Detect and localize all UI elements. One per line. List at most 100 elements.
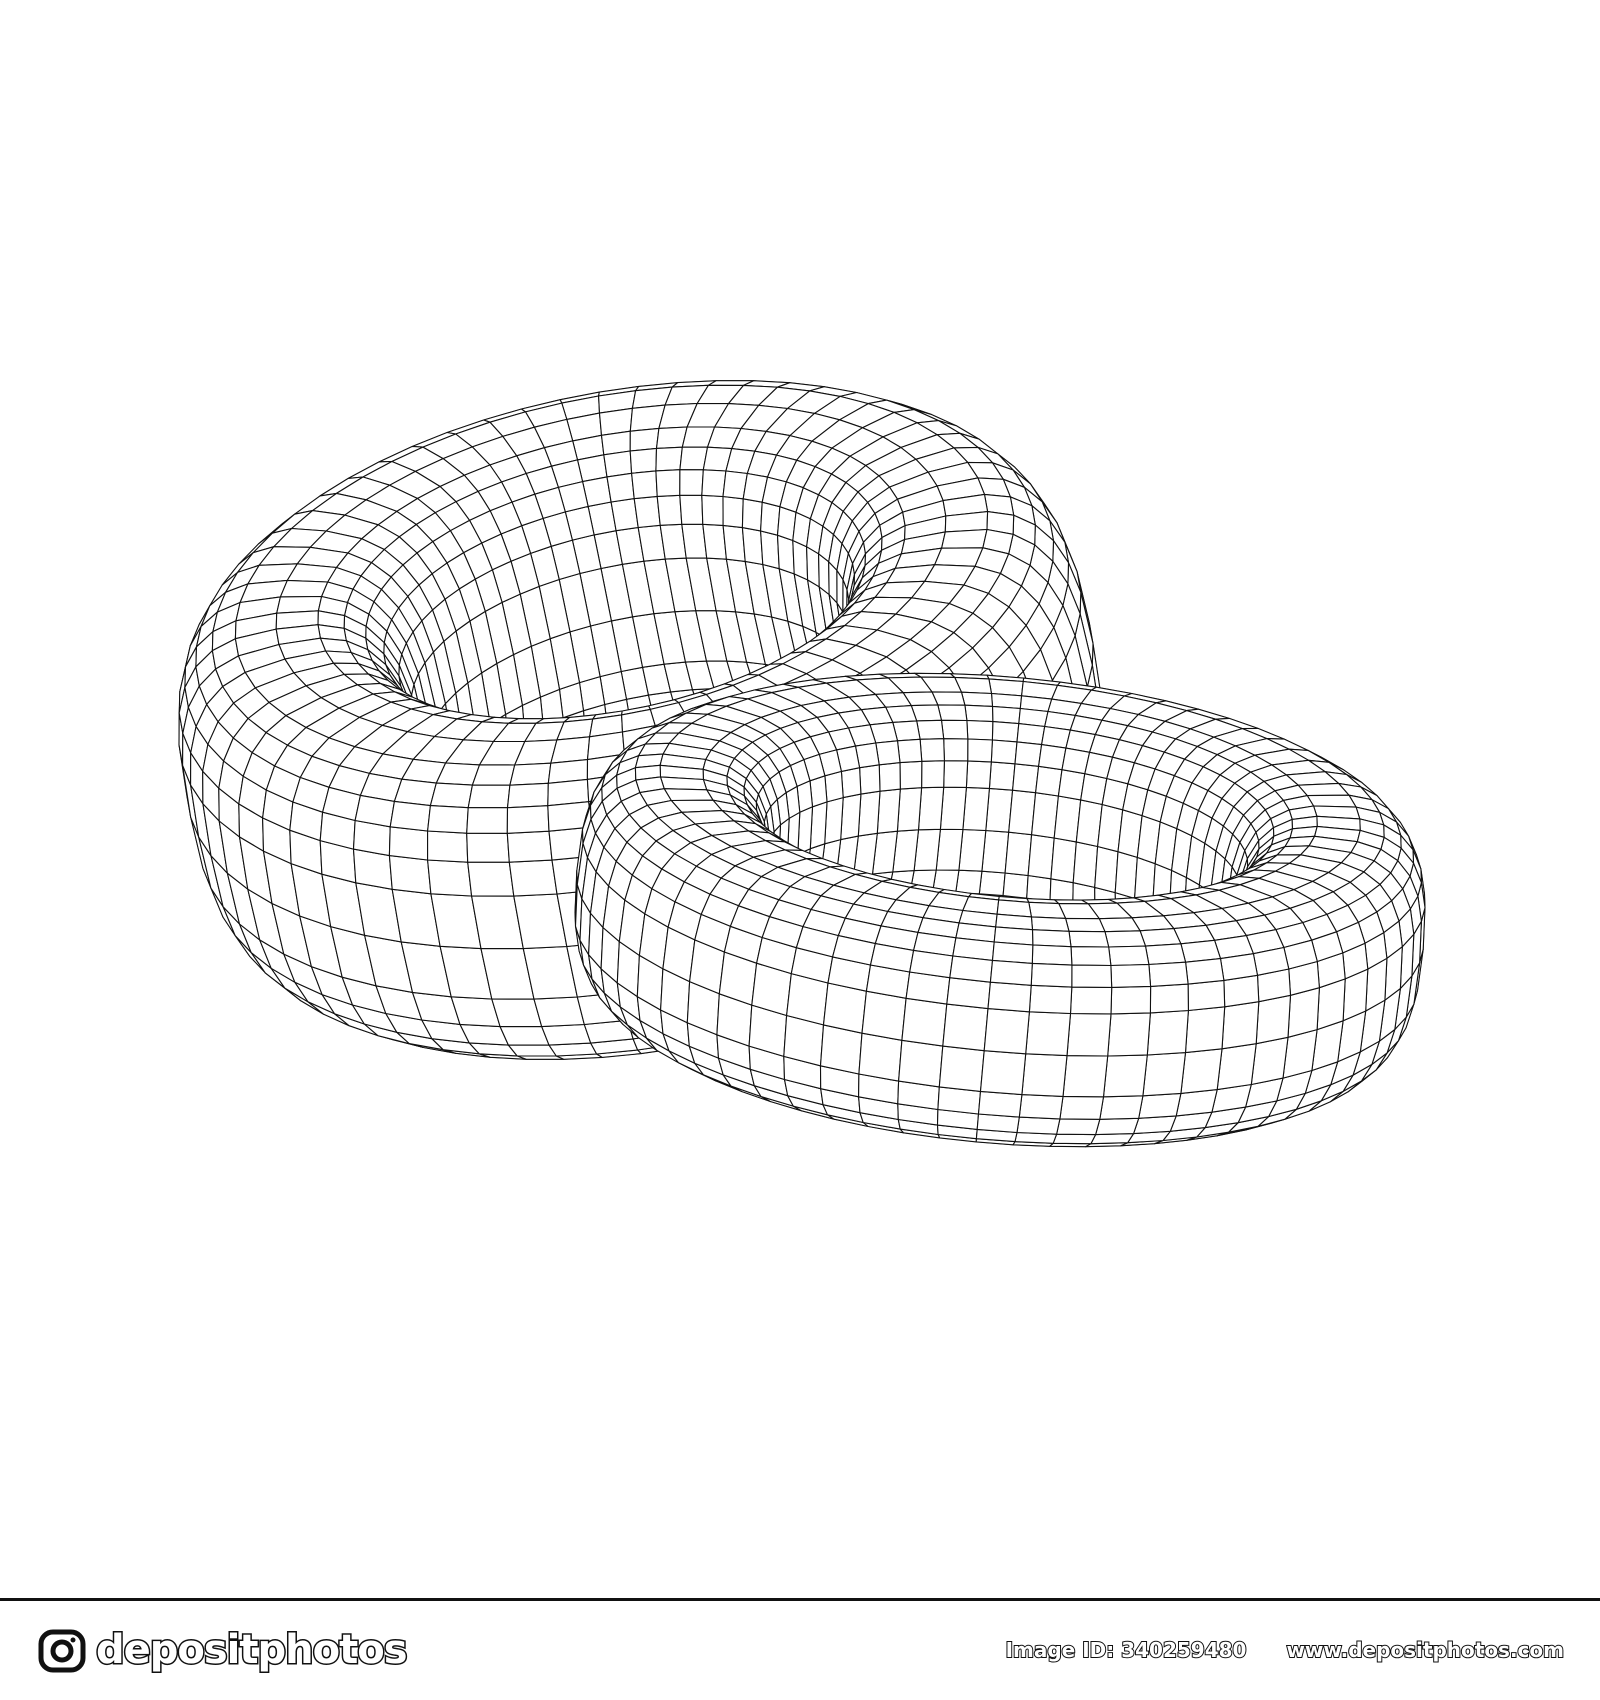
mesh-cell (1012, 763, 1040, 794)
linked-tori-wireframe (178, 380, 1426, 1148)
mesh-cell (991, 941, 1034, 964)
mesh-cell (389, 800, 431, 832)
mesh-cell (722, 495, 744, 529)
mesh-cell (466, 832, 510, 863)
mesh-cell (1104, 930, 1147, 948)
mesh-cell (1050, 837, 1077, 884)
illustration (178, 380, 1426, 1148)
mesh-cell (508, 859, 558, 897)
mesh-cell (958, 828, 987, 872)
mesh-cell (1038, 744, 1067, 771)
mesh-cell (1014, 741, 1043, 767)
mesh-cell (898, 1039, 944, 1088)
mesh-cell (506, 830, 553, 863)
mesh-cell (1114, 851, 1138, 899)
mesh-cell (1018, 1094, 1064, 1120)
mesh-cell (943, 760, 969, 788)
mesh-cell (965, 760, 992, 789)
mesh-cell (629, 447, 658, 474)
camera-icon (38, 1629, 86, 1673)
mesh-cell (659, 776, 708, 791)
mesh-cell (861, 990, 907, 1041)
mesh-cell (876, 788, 901, 834)
mesh-cell (1138, 1092, 1182, 1119)
mesh-cell (1090, 1133, 1135, 1145)
mesh-cell (1031, 929, 1072, 948)
mesh-cell (878, 762, 901, 792)
mesh-cell (1065, 917, 1106, 933)
mesh-cell (1028, 984, 1073, 1015)
mesh-cell (499, 1026, 550, 1046)
mesh-cell (1142, 1052, 1187, 1097)
mesh-cell (991, 721, 1020, 743)
watermark-footer: depositphotos Image ID: 340259480 www.de… (0, 1598, 1600, 1700)
mesh-cell (896, 787, 923, 832)
mesh-cell (471, 764, 516, 786)
mesh-cell (1068, 930, 1110, 948)
mesh-cell (1149, 983, 1189, 1014)
mesh-cell (629, 427, 660, 452)
mesh-cell (701, 494, 724, 526)
mesh-cell (1219, 953, 1259, 981)
mesh-cell (1025, 1011, 1072, 1057)
mesh-cell (988, 761, 1016, 791)
mesh-cell (917, 786, 945, 831)
brand-name: depositphotos (95, 1627, 410, 1673)
mesh-cell (1180, 1048, 1223, 1094)
mesh-cell (388, 826, 429, 861)
mesh-cell (940, 719, 969, 740)
mesh-cell (840, 767, 862, 799)
mesh-cell (1069, 986, 1113, 1015)
mesh-cell (427, 859, 473, 897)
mesh-cell (388, 855, 432, 895)
mesh-cell (962, 786, 990, 832)
mesh-cell (934, 547, 984, 567)
mesh-cell (1031, 944, 1073, 966)
mesh-cell (937, 704, 968, 722)
mesh-cell (741, 527, 764, 566)
mesh-cell (1021, 1053, 1068, 1097)
mesh-cell (1030, 962, 1073, 988)
mesh-cell (1185, 958, 1225, 985)
image-meta: Image ID: 340259480 www.depositphotos.co… (1005, 1637, 1565, 1663)
mesh-cell (943, 738, 969, 762)
mesh-cell (427, 830, 469, 863)
mesh-cell (506, 782, 549, 809)
mesh-cell (466, 807, 509, 834)
mesh-cell (507, 1044, 557, 1057)
mesh-cell (1008, 789, 1037, 836)
mesh-cell (427, 805, 469, 834)
mesh-cell (701, 469, 727, 498)
mesh-cell (981, 829, 1010, 874)
mesh-cell (1057, 769, 1086, 801)
mesh-cell (1070, 946, 1112, 967)
mesh-cell (941, 528, 988, 549)
mesh-cell (1107, 1012, 1151, 1057)
mesh-cell (824, 770, 844, 803)
mesh-cell (656, 494, 683, 526)
mesh-cell (991, 705, 1021, 725)
mesh-cell (631, 470, 658, 500)
mesh-cell (840, 793, 862, 841)
mesh-cell (1184, 1006, 1226, 1054)
mesh-cell (921, 760, 945, 789)
mesh-cell (467, 861, 515, 897)
mesh-cell (822, 982, 867, 1034)
mesh-cell (1221, 1001, 1260, 1050)
mesh-cell (964, 704, 994, 723)
mesh-cell (679, 469, 704, 496)
mesh-cell (938, 1045, 985, 1092)
mesh-cell (1102, 1054, 1148, 1098)
mesh-cell (1139, 928, 1182, 947)
mesh-cell (946, 977, 991, 1010)
mesh-cell (1110, 985, 1152, 1015)
mesh-cell (859, 764, 881, 795)
mesh-cell (1056, 1118, 1101, 1136)
mesh-cell (776, 534, 795, 575)
mesh-cell (1144, 943, 1187, 966)
mesh-cell (1071, 964, 1113, 988)
mesh-cell (603, 450, 633, 478)
mesh-cell (1027, 834, 1055, 880)
mesh-cell (1072, 841, 1099, 888)
mesh-cell (1016, 723, 1046, 746)
